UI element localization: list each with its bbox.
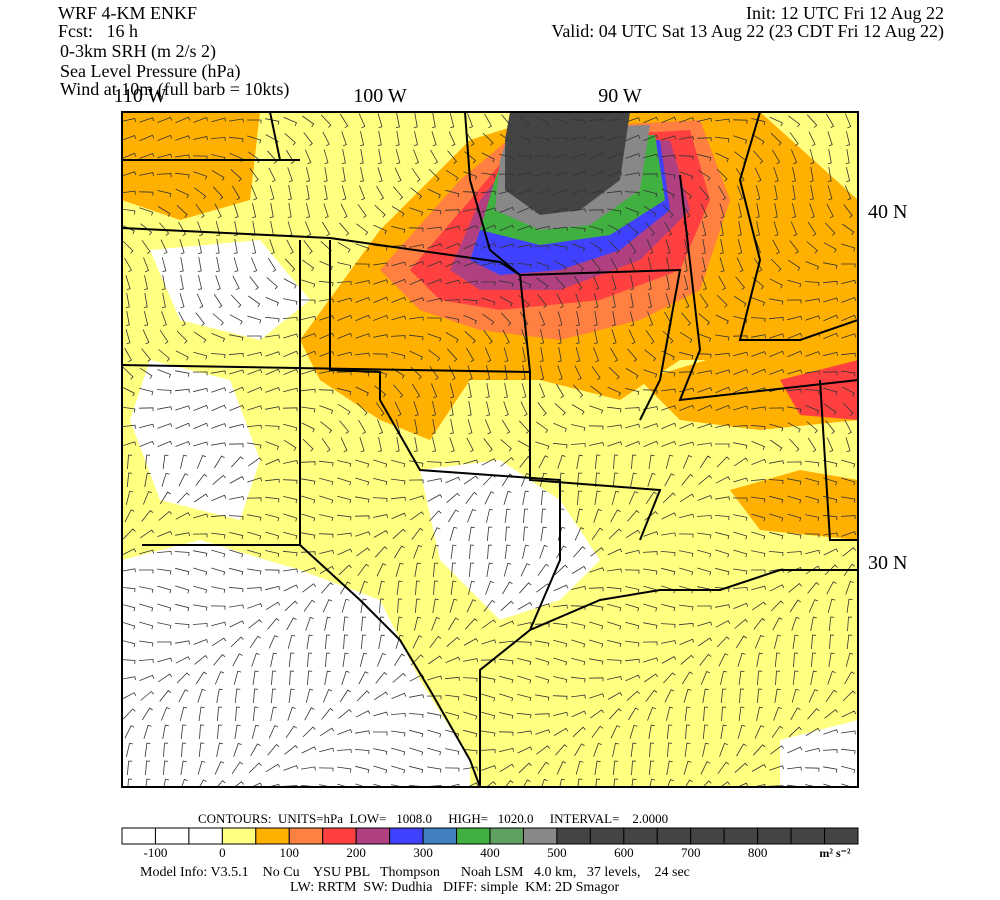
- colorbar-tick-label: 300: [413, 845, 433, 860]
- colorbar-tick-label: 0: [219, 845, 226, 860]
- footer-line: Model Info: V3.5.1 No Cu YSU PBL Thompso…: [140, 865, 690, 880]
- field-label: 0-3km SRH (m 2/s 2): [60, 41, 217, 61]
- colorbar-box: [188, 827, 223, 845]
- colorbar-box: [656, 827, 692, 845]
- colorbar-box: [288, 827, 324, 845]
- colorbar-box: [456, 827, 491, 845]
- colorbar: -100 0 100 200 300 400 500 600 700 800: [121, 827, 859, 860]
- colorbar-box: [389, 827, 424, 845]
- valid-time: Valid: 04 UTC Sat 13 Aug 22 (23 CDT Fri …: [551, 21, 944, 41]
- colorbar-box: [154, 827, 190, 845]
- lon-label: 100 W: [353, 85, 407, 107]
- colorbar-box: [489, 827, 524, 845]
- model-title: WRF 4-KM ENKF: [58, 3, 198, 23]
- colorbar-tick-label: 700: [681, 845, 701, 860]
- colorbar-box: [322, 827, 357, 845]
- colorbar-box: [690, 827, 725, 845]
- colorbar-box: [623, 827, 658, 845]
- colorbar-box: [589, 827, 625, 845]
- barb-field: [122, 113, 857, 787]
- lat-label: 40 N: [868, 201, 907, 223]
- colorbar-box: [556, 827, 591, 845]
- colorbar-box: [422, 827, 458, 845]
- colorbar-box: [255, 827, 290, 845]
- wind-barbs: [122, 113, 857, 787]
- colorbar-tick-label: 100: [280, 845, 300, 860]
- colorbar-box: [757, 827, 792, 845]
- colorbar-tick-label: 600: [614, 845, 634, 860]
- lon-label: 90 W: [598, 85, 642, 107]
- colorbar-box: [522, 827, 558, 845]
- colorbar-units: m² s⁻²: [819, 846, 851, 860]
- colorbar-box: [824, 827, 859, 845]
- boundaries: [122, 112, 858, 787]
- colorbar-tick-label: 500: [547, 845, 567, 860]
- colorbar-box: [355, 827, 391, 845]
- footer-line: LW: RRTM SW: Dudhia DIFF: simple KM: 2D …: [290, 880, 620, 895]
- colorbar-tick-label: -100: [144, 845, 168, 860]
- colorbar-tick-label: 400: [480, 845, 500, 860]
- srh-field: [122, 112, 858, 787]
- lat-label: 30 N: [868, 552, 907, 574]
- colorbar-box: [121, 827, 156, 845]
- contour-info: CONTOURS: UNITS=hPa LOW= 1008.0 HIGH= 10…: [198, 811, 669, 826]
- colorbar-box: [790, 827, 826, 845]
- forecast-hour: Fcst: 16 h: [58, 21, 139, 41]
- field-label: Sea Level Pressure (hPa): [60, 61, 241, 81]
- colorbar-tick-label: 800: [748, 845, 768, 860]
- init-time: Init: 12 UTC Fri 12 Aug 22: [745, 3, 944, 23]
- lon-label: 110 W: [114, 85, 167, 107]
- colorbar-box: [723, 827, 759, 845]
- colorbar-box: [221, 827, 257, 845]
- field-label: Wind at 10m (full barb = 10kts): [60, 79, 290, 99]
- colorbar-tick-label: 200: [346, 845, 366, 860]
- map-frame: [121, 111, 859, 788]
